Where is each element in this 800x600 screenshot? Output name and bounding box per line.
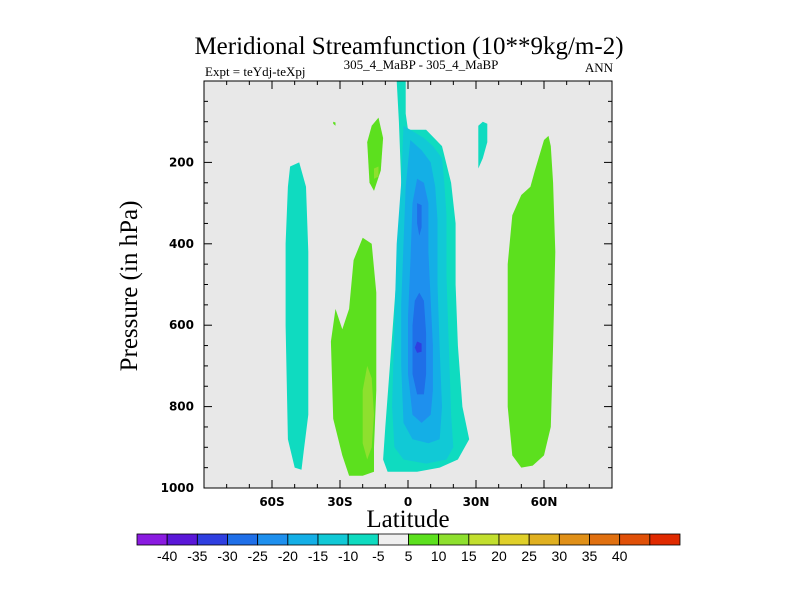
colorbar-label: -35	[187, 548, 207, 564]
colorbar-swatch	[408, 533, 440, 546]
colorbar-swatch	[377, 533, 409, 546]
colorbar-swatch	[317, 533, 349, 546]
comparison-label: 305_4_MaBP - 305_4_MaBP	[344, 57, 499, 72]
y-tick-label: 800	[169, 400, 194, 414]
y-axis-ticks: 200 400 600 800 1000	[161, 155, 194, 495]
colorbar-swatch	[498, 533, 530, 546]
contour-sh-polar-cell	[285, 162, 309, 470]
colorbar-label: 10	[431, 548, 447, 564]
y-tick-label: 1000	[161, 481, 194, 495]
colorbar-swatch	[558, 533, 590, 546]
plot-area	[203, 80, 613, 489]
axis-ticks	[203, 80, 613, 489]
contour-tropical-25	[417, 203, 422, 236]
colorbar-label: -30	[217, 548, 237, 564]
colorbar-swatch	[528, 533, 560, 546]
colorbar-label: -15	[308, 548, 328, 564]
x-axis-ticks: 60S 30S 0 30N 60N	[259, 495, 557, 509]
y-tick-label: 600	[169, 318, 194, 332]
experiment-label: Expt = teYdj-teXpj	[205, 64, 305, 79]
colorbar-swatch	[468, 533, 500, 546]
contour-sh-upper-sliver	[333, 121, 336, 126]
colorbar-label: -40	[157, 548, 177, 564]
colorbar-swatch	[287, 533, 319, 546]
colorbar-swatch	[649, 533, 681, 546]
colorbar-swatch	[347, 533, 379, 546]
colorbar-label: 35	[582, 548, 598, 564]
colorbar-swatch	[619, 533, 651, 546]
colorbar-label: 20	[491, 548, 507, 564]
colorbar-swatch	[166, 533, 198, 546]
contour-sh-upper-green	[367, 117, 384, 191]
colorbar-label: 5	[405, 548, 413, 564]
y-tick-label: 200	[169, 155, 194, 169]
chart-title: Meridional Streamfunction (10**9kg/m-2)	[194, 33, 623, 60]
colorbar-label: -10	[338, 548, 358, 564]
colorbar-label: -25	[248, 548, 268, 564]
x-tick-label: 30S	[327, 495, 352, 509]
contour-sh-upper-core	[374, 166, 379, 179]
x-tick-label: 0	[404, 495, 412, 509]
season-label: ANN	[585, 60, 614, 75]
x-tick-label: 30N	[463, 495, 490, 509]
x-axis-label: Latitude	[366, 506, 449, 533]
colorbar-label: 40	[612, 548, 628, 564]
colorbar-swatch	[589, 533, 621, 546]
colorbar-label: 25	[521, 548, 537, 564]
colorbar-label: 15	[461, 548, 477, 564]
y-axis-label: Pressure (in hPa)	[116, 201, 143, 372]
colorbar-swatch	[136, 533, 168, 546]
contour-nh-ferrel-cell	[507, 135, 556, 468]
colorbar-swatch	[196, 533, 228, 546]
colorbar-label: 30	[552, 548, 568, 564]
colorbar-swatch	[438, 533, 470, 546]
colorbar: -40 -35 -30 -25 -20 -15 -10 -5 5 10 15 20 25 30 35 40	[136, 533, 681, 564]
contour-tropical-30	[414, 341, 422, 353]
colorbar-label: -5	[372, 548, 385, 564]
x-tick-label: 60S	[259, 495, 284, 509]
contour-sh-ferrel-core	[362, 365, 374, 460]
colorbar-label: -20	[278, 548, 298, 564]
colorbar-swatch	[257, 533, 289, 546]
contour-nh-upper-cyan	[478, 121, 488, 169]
colorbar-swatch	[227, 533, 259, 546]
x-tick-label: 60N	[531, 495, 558, 509]
y-tick-label: 400	[169, 237, 194, 251]
contour-fill-layer	[285, 81, 556, 476]
